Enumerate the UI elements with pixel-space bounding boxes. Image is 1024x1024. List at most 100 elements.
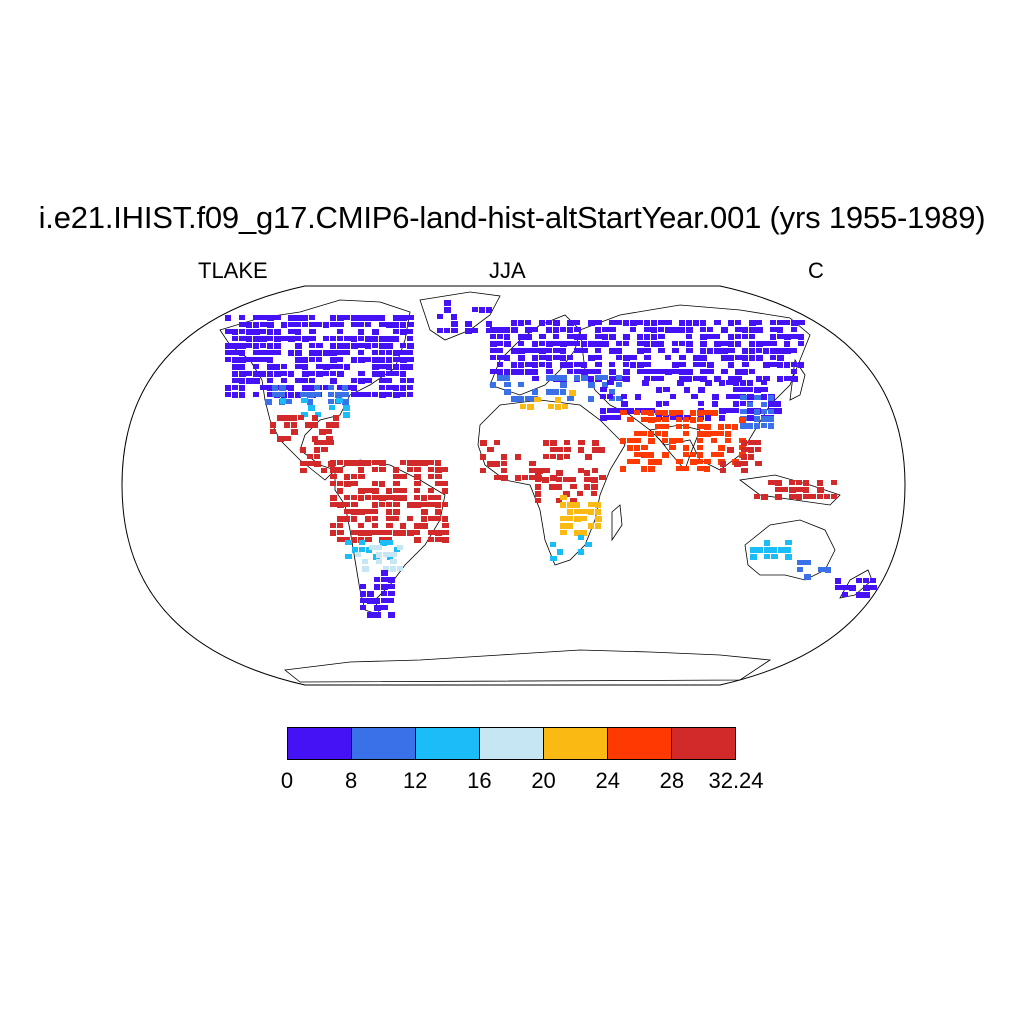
map-boundary: [121, 285, 906, 686]
data-cell: [393, 371, 399, 376]
data-cell: [323, 385, 329, 390]
data-cell: [351, 378, 357, 383]
data-cell: [798, 341, 804, 346]
data-cell: [747, 423, 753, 429]
data-cell: [637, 369, 644, 374]
data-cell: [616, 382, 622, 387]
data-cell: [274, 315, 281, 320]
data-cell: [712, 394, 719, 400]
data-cell: [602, 341, 609, 347]
season-label: JJA: [489, 258, 526, 283]
data-cell: [714, 334, 720, 339]
data-cell: [560, 341, 567, 347]
data-cell: [511, 320, 517, 326]
data-cell: [342, 392, 349, 397]
data-cell: [272, 392, 279, 397]
data-cell: [574, 327, 581, 332]
data-cell: [326, 422, 333, 428]
data-cell: [386, 502, 392, 507]
data-cell: [400, 530, 406, 536]
data-cell: [337, 502, 344, 508]
data-cell: [658, 376, 664, 381]
data-cell: [407, 336, 413, 341]
data-cell: [246, 378, 253, 384]
data-cell: [768, 480, 775, 485]
data-cell: [253, 322, 259, 328]
data-cell: [372, 481, 378, 486]
data-cell: [381, 591, 387, 596]
data-cell: [302, 364, 308, 370]
data-cell: [274, 336, 281, 342]
data-cell: [393, 385, 399, 391]
data-cell: [525, 369, 532, 375]
data-cell: [784, 341, 790, 347]
data-cell: [379, 392, 386, 398]
data-cell: [379, 502, 385, 507]
data-cell: [428, 474, 434, 479]
data-cell: [609, 348, 616, 354]
data-cell: [232, 378, 239, 383]
data-cell: [435, 516, 441, 521]
data-cell: [400, 315, 407, 321]
data-cell: [386, 378, 392, 383]
data-cell: [588, 341, 595, 347]
data-cell: [676, 424, 682, 429]
data-cell: [755, 440, 761, 445]
data-cell: [798, 362, 804, 368]
data-cell: [768, 423, 774, 429]
data-cell: [591, 477, 598, 483]
data-cell: [267, 329, 273, 335]
data-cell: [288, 350, 294, 356]
data-cell: [630, 362, 636, 368]
data-cell: [584, 477, 591, 482]
data-cell: [764, 554, 770, 559]
data-cell: [511, 362, 517, 368]
data-cell: [560, 355, 566, 361]
data-cell: [253, 392, 259, 397]
data-cell: [379, 364, 386, 369]
data-cell: [379, 322, 386, 327]
data-cell: [564, 454, 570, 459]
data-cell: [546, 375, 553, 381]
data-cell: [400, 329, 407, 335]
data-cell: [316, 322, 322, 327]
data-cell: [581, 509, 588, 514]
data-cell: [581, 334, 587, 340]
data-cell: [581, 362, 587, 368]
data-cell: [741, 468, 748, 473]
data-cell: [595, 355, 602, 360]
data-cell: [600, 394, 606, 399]
data-cell: [651, 341, 658, 347]
data-cell: [741, 447, 748, 452]
data-cell: [374, 584, 380, 590]
data-cell: [365, 509, 372, 514]
data-cell: [253, 364, 259, 369]
data-cell: [771, 547, 777, 553]
data-cell: [740, 380, 746, 386]
data-cell: [747, 394, 754, 400]
data-cell: [239, 329, 245, 334]
data-cell: [784, 320, 790, 325]
data-cell: [486, 328, 493, 333]
data-cell: [421, 502, 428, 507]
data-cell: [849, 585, 856, 591]
data-cell: [574, 509, 581, 514]
data-cell: [298, 415, 304, 420]
data-cell: [719, 380, 725, 386]
data-cell: [623, 369, 630, 375]
data-cell: [768, 409, 774, 414]
data-cell: [295, 315, 302, 321]
data-cell: [314, 385, 320, 390]
colorbar-label: 20: [531, 768, 556, 793]
data-cell: [588, 523, 594, 529]
data-cell: [784, 376, 791, 381]
data-cell: [630, 320, 637, 326]
data-cell: [400, 343, 406, 348]
data-cell: [634, 445, 640, 451]
data-cell: [567, 320, 574, 326]
data-cell: [655, 431, 661, 436]
data-cell: [644, 362, 651, 367]
data-cell: [307, 454, 313, 459]
data-cell: [511, 348, 518, 354]
data-cell: [567, 516, 573, 521]
